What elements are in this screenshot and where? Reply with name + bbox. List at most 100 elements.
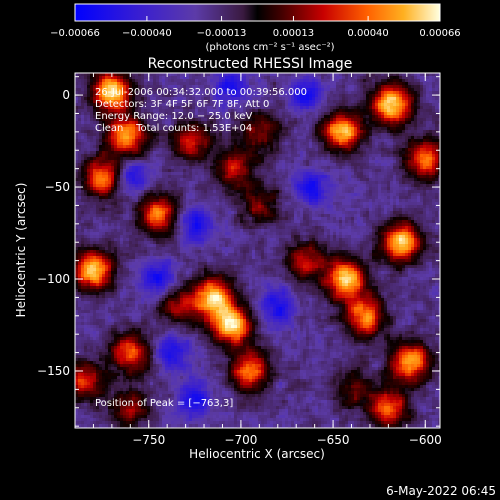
heatmap-cell xyxy=(153,85,156,88)
heatmap-cell xyxy=(402,97,405,100)
heatmap-cell xyxy=(249,82,252,85)
heatmap-cell xyxy=(246,79,249,82)
heatmap-cell xyxy=(333,181,336,184)
heatmap-cell xyxy=(312,160,315,163)
heatmap-cell xyxy=(117,76,120,79)
heatmap-cell xyxy=(420,85,423,88)
heatmap-cell xyxy=(399,190,402,193)
heatmap-cell xyxy=(96,103,99,106)
heatmap-cell xyxy=(93,139,96,142)
heatmap-cell xyxy=(177,91,180,94)
heatmap-cell xyxy=(438,133,440,136)
heatmap-cell xyxy=(348,139,351,142)
heatmap-cell xyxy=(351,121,354,124)
heatmap-cell xyxy=(429,88,432,91)
heatmap-cell xyxy=(186,97,189,100)
heatmap-cell xyxy=(156,109,159,112)
heatmap-cell xyxy=(159,160,162,163)
heatmap-cell xyxy=(90,82,93,85)
heatmap-cell xyxy=(237,124,240,127)
heatmap-cell xyxy=(219,97,222,100)
heatmap-cell xyxy=(417,121,420,124)
heatmap-cell xyxy=(417,160,420,163)
heatmap-cell xyxy=(114,142,117,145)
heatmap-cell xyxy=(306,121,309,124)
heatmap-cell xyxy=(150,151,153,154)
heatmap-cell xyxy=(405,94,408,97)
heatmap-cell xyxy=(327,139,330,142)
heatmap-cell xyxy=(294,160,297,163)
heatmap-cell xyxy=(90,118,93,121)
heatmap-cell xyxy=(195,73,198,76)
heatmap-cell xyxy=(144,97,147,100)
heatmap-cell xyxy=(354,142,357,145)
heatmap-cell xyxy=(129,163,132,166)
heatmap-cell xyxy=(387,184,390,187)
heatmap-cell xyxy=(306,73,309,76)
heatmap-cell xyxy=(180,103,183,106)
heatmap-cell xyxy=(228,145,231,148)
heatmap-cell xyxy=(363,184,366,187)
heatmap-cell xyxy=(309,103,312,106)
heatmap-cell xyxy=(324,106,327,109)
heatmap-cell xyxy=(396,154,399,157)
heatmap-cell xyxy=(204,118,207,121)
heatmap-cell xyxy=(252,106,255,109)
heatmap-cell xyxy=(213,76,216,79)
heatmap-cell xyxy=(381,97,384,100)
heatmap-cell xyxy=(321,139,324,142)
heatmap-cell xyxy=(162,127,165,130)
heatmap-cell xyxy=(207,184,210,187)
heatmap-cell xyxy=(207,76,210,79)
heatmap-cell xyxy=(225,163,228,166)
heatmap-cell xyxy=(291,181,294,184)
heatmap-cell xyxy=(237,85,240,88)
heatmap-cell xyxy=(132,142,135,145)
heatmap-cell xyxy=(264,133,267,136)
heatmap-cell xyxy=(195,175,198,178)
heatmap-cell xyxy=(387,139,390,142)
heatmap-cell xyxy=(258,166,261,169)
heatmap-cell xyxy=(132,136,135,139)
heatmap-cell xyxy=(351,166,354,169)
heatmap-cell xyxy=(372,187,375,190)
heatmap-cell xyxy=(405,121,408,124)
heatmap-cell xyxy=(426,124,429,127)
heatmap-cell xyxy=(162,103,165,106)
heatmap-cell xyxy=(324,172,327,175)
heatmap-cell xyxy=(240,184,243,187)
heatmap-cell xyxy=(291,148,294,151)
heatmap-cell xyxy=(351,76,354,79)
heatmap-cell xyxy=(159,121,162,124)
heatmap-cell xyxy=(87,163,90,166)
heatmap-cell xyxy=(96,82,99,85)
heatmap-cell xyxy=(342,142,345,145)
heatmap-cell xyxy=(393,151,396,154)
heatmap-cell xyxy=(108,91,111,94)
heatmap-cell xyxy=(237,163,240,166)
heatmap-cell xyxy=(405,175,408,178)
heatmap-cell xyxy=(180,130,183,133)
heatmap-cell xyxy=(300,79,303,82)
heatmap-cell xyxy=(381,103,384,106)
heatmap-cell xyxy=(177,133,180,136)
heatmap-cell xyxy=(270,142,273,145)
heatmap-cell xyxy=(306,151,309,154)
heatmap-cell xyxy=(186,82,189,85)
heatmap-cell xyxy=(315,103,318,106)
heatmap-cell xyxy=(90,88,93,91)
heatmap-cell xyxy=(123,112,126,115)
heatmap-cell xyxy=(159,73,162,76)
heatmap-cell xyxy=(318,109,321,112)
heatmap-cell xyxy=(393,130,396,133)
heatmap-cell xyxy=(144,112,147,115)
heatmap-cell xyxy=(369,178,372,181)
heatmap-cell xyxy=(195,172,198,175)
heatmap-cell xyxy=(423,103,426,106)
heatmap-cell xyxy=(93,166,96,169)
heatmap-cell xyxy=(297,97,300,100)
heatmap-cell xyxy=(414,154,417,157)
heatmap-cell xyxy=(162,85,165,88)
heatmap-cell xyxy=(120,193,123,196)
heatmap-cell xyxy=(174,106,177,109)
